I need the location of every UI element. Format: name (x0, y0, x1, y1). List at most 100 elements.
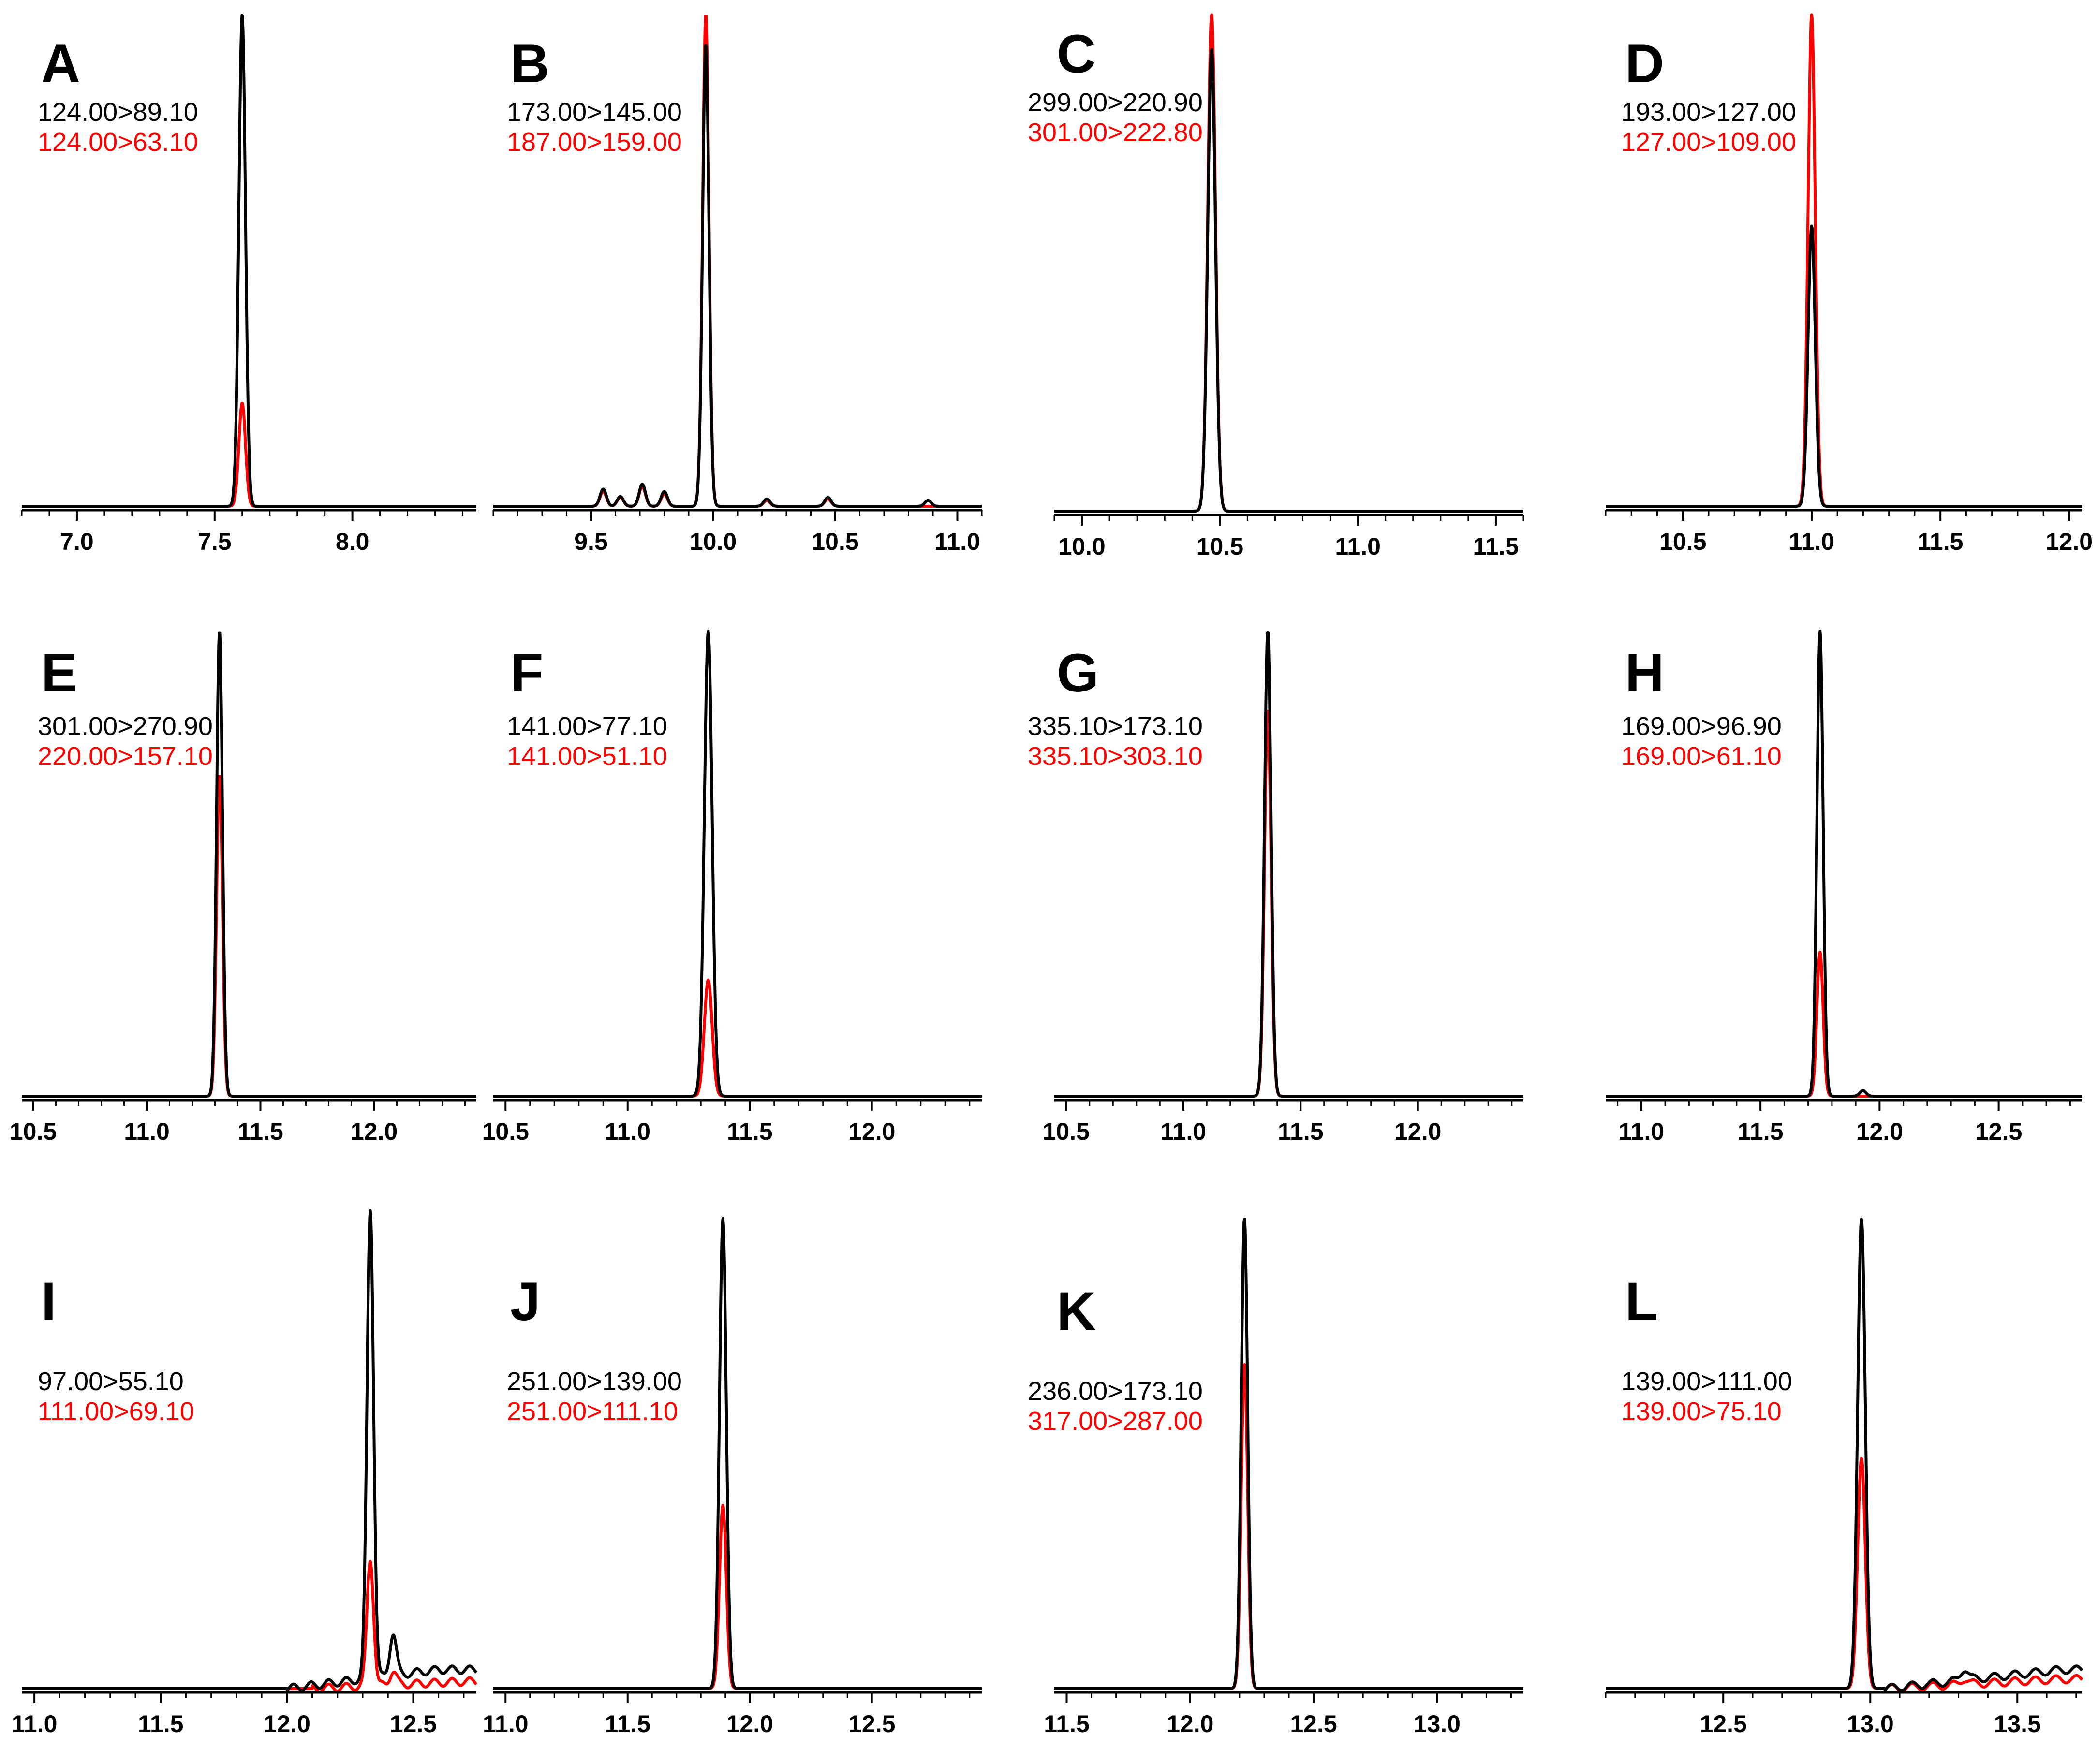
transition-label-black: 301.00>270.90 (38, 712, 213, 741)
x-tick-label: 12.0 (351, 1118, 398, 1145)
x-tick-label: 11.5 (1738, 1118, 1784, 1145)
x-tick-label: 10.5 (1043, 1118, 1090, 1145)
transition-label-red: 124.00>63.10 (38, 128, 198, 157)
x-tick-label: 11.5 (1473, 533, 1519, 560)
x-tick-label: 11.5 (138, 1710, 184, 1737)
panel-letter: G (1057, 643, 1099, 703)
trace-d-red (1605, 13, 2083, 508)
panel-f: 10.5 11.0 11.5 12.0 F 141.00>77.10141.00>51.1… (482, 630, 983, 1145)
trace-d-black (1605, 224, 2083, 508)
trace-a-black (21, 14, 477, 508)
x-tick-label: 12.0 (1167, 1710, 1213, 1737)
x-tick-label: 12.0 (1394, 1118, 1441, 1145)
x-tick-label: 11.0 (605, 1118, 650, 1145)
transition-label-red: 335.10>303.10 (1028, 742, 1203, 771)
trace-h-red (1605, 950, 2083, 1098)
transition-label-black: 139.00>111.00 (1621, 1367, 1792, 1396)
x-tick-label: 8.0 (336, 528, 369, 555)
x-tick-label: 11.5 (1044, 1710, 1090, 1737)
x-tick-label: 11.5 (237, 1118, 283, 1145)
transition-label-red: 169.00>61.10 (1621, 742, 1782, 771)
x-tick-label: 11.5 (1918, 528, 1964, 555)
x-tick-label: 9.5 (574, 528, 608, 555)
x-tick-label: 12.5 (390, 1710, 437, 1737)
trace-i-red (21, 1560, 478, 1693)
panel-j: 11.0 11.5 12.0 12.5 J 251.00>139.00251.00>111… (483, 1217, 983, 1737)
panel-e: 10.5 11.0 11.5 12.0 E 301.00>270.90220.00>157… (10, 631, 477, 1145)
x-tick-label: 11.5 (605, 1710, 650, 1737)
transition-label-red: 317.00>287.00 (1028, 1407, 1203, 1436)
transition-label-black: 299.00>220.90 (1028, 88, 1203, 117)
x-tick-label: 12.5 (1975, 1118, 2022, 1145)
panel-letter: A (41, 33, 80, 94)
transition-label-black: 97.00>55.10 (38, 1367, 184, 1396)
transition-label-red: 111.00>69.10 (38, 1397, 194, 1426)
panel-c: 10.0 10.5 11.0 11.5 C 299.00>220.90301.00>222… (1028, 13, 1524, 560)
x-tick-label: 11.0 (1335, 533, 1381, 560)
x-tick-label: 12.0 (726, 1710, 773, 1737)
panel-d: 10.5 11.0 11.5 12.0 D 193.00>127.00127.00>109… (1605, 13, 2093, 555)
transition-label-black: 141.00>77.10 (507, 712, 667, 741)
transition-label-red: 251.00>111.10 (507, 1397, 678, 1426)
panel-letter: E (41, 643, 77, 703)
transition-label-black: 236.00>173.10 (1028, 1377, 1203, 1406)
x-tick-label: 12.0 (848, 1118, 895, 1145)
x-tick-label: 11.0 (124, 1118, 170, 1145)
transition-label-black: 173.00>145.00 (507, 98, 682, 127)
x-tick-label: 11.0 (934, 528, 980, 555)
x-tick-label: 11.0 (483, 1710, 529, 1737)
trace-k-black (1053, 1217, 1524, 1690)
x-tick-label: 10.5 (1659, 528, 1706, 555)
transition-label-red: 220.00>157.10 (38, 742, 213, 771)
x-tick-label: 7.5 (198, 528, 232, 555)
x-tick-label: 7.0 (60, 528, 94, 555)
transition-label-red: 187.00>159.00 (507, 128, 682, 157)
x-tick-label: 11.5 (1278, 1118, 1324, 1145)
trace-e-red (21, 775, 477, 1098)
panel-letter: H (1625, 643, 1664, 703)
panel-b: 9.5 10.0 10.5 11.0 B 173.00>145.00187.00>159.… (492, 15, 983, 555)
panel-h: 11.0 11.5 12.0 12.5 H 169.00>96.90169.00>61.1… (1605, 630, 2083, 1145)
panel-letter: K (1057, 1281, 1096, 1341)
x-tick-label: 10.0 (1058, 533, 1105, 560)
panel-letter: D (1625, 33, 1664, 94)
trace-g-black (1053, 631, 1524, 1098)
x-tick-label: 12.0 (2046, 528, 2093, 555)
transition-label-red: 139.00>75.10 (1621, 1397, 1782, 1426)
x-tick-label: 12.5 (1290, 1710, 1337, 1737)
trace-l-red (1605, 1457, 2083, 1693)
trace-f-black (492, 630, 983, 1098)
panel-g: 10.5 11.0 11.5 12.0 G 335.10>173.10335.10>303… (1028, 631, 1524, 1145)
trace-e-black (21, 631, 477, 1098)
x-tick-label: 10.5 (1197, 533, 1243, 560)
trace-l-black (1605, 1218, 2083, 1692)
trace-h-black (1605, 630, 2083, 1098)
transition-label-red: 141.00>51.10 (507, 742, 667, 771)
trace-i-black (21, 1209, 478, 1692)
x-tick-label: 10.5 (812, 528, 858, 555)
panel-letter: L (1625, 1271, 1658, 1332)
x-tick-label: 10.0 (690, 528, 737, 555)
transition-label-black: 169.00>96.90 (1621, 712, 1782, 741)
panel-k: 11.5 12.0 12.5 13.0 K 236.00>173.10317.00>287… (1028, 1217, 1524, 1737)
x-tick-label: 12.5 (1700, 1710, 1747, 1737)
x-tick-label: 12.5 (848, 1710, 895, 1737)
x-tick-label: 12.0 (1856, 1118, 1903, 1145)
trace-c-black (1053, 48, 1524, 513)
x-tick-label: 11.0 (12, 1710, 58, 1737)
trace-j-red (492, 1503, 983, 1690)
panel-letter: F (510, 643, 543, 703)
x-tick-label: 13.0 (1847, 1710, 1894, 1737)
panel-letter: I (41, 1271, 56, 1332)
x-tick-label: 11.0 (1619, 1118, 1665, 1145)
x-tick-label: 11.5 (727, 1118, 773, 1145)
trace-b-black (492, 44, 983, 508)
x-tick-label: 13.0 (1414, 1710, 1461, 1737)
panel-letter: C (1057, 24, 1096, 84)
x-tick-label: 12.0 (264, 1710, 310, 1737)
x-tick-label: 10.5 (482, 1118, 529, 1145)
